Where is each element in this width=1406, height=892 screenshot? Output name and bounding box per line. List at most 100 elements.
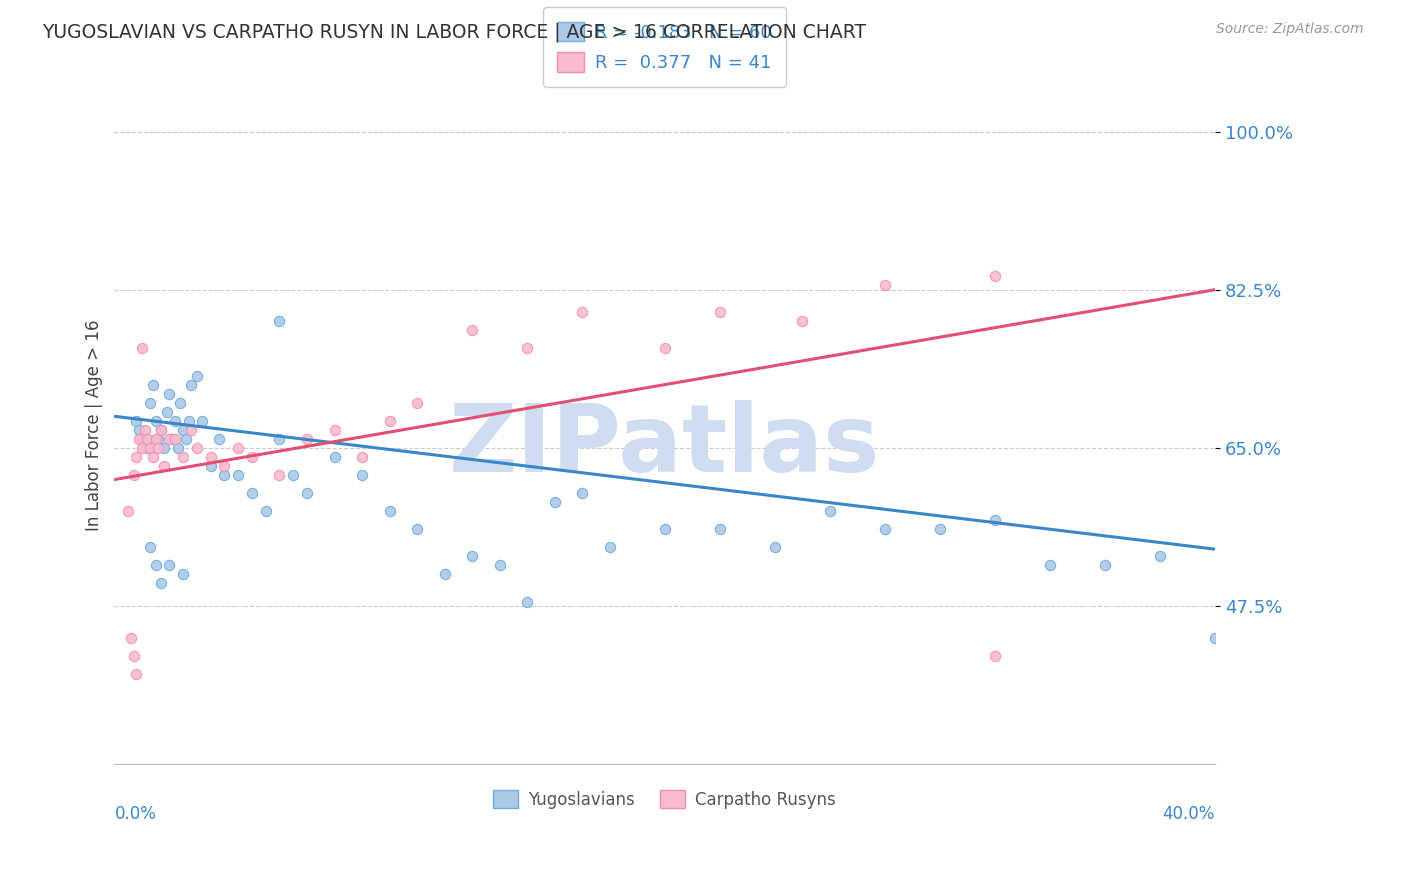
Point: [406, 395, 429, 409]
Point: [654, 522, 676, 536]
Point: [172, 423, 194, 437]
Point: [323, 450, 346, 464]
Point: [709, 522, 731, 536]
Point: [139, 541, 162, 555]
Point: [153, 458, 176, 473]
Point: [350, 468, 373, 483]
Point: [160, 432, 183, 446]
Point: [186, 368, 208, 383]
Point: [145, 558, 167, 573]
Point: [461, 323, 484, 337]
Y-axis label: In Labor Force | Age > 16: In Labor Force | Age > 16: [86, 319, 103, 531]
Point: [125, 450, 148, 464]
Point: [150, 423, 173, 437]
Point: [516, 594, 538, 608]
Point: [200, 450, 222, 464]
Point: [200, 458, 222, 473]
Point: [654, 342, 676, 356]
Point: [128, 432, 150, 446]
Point: [792, 314, 814, 328]
Point: [269, 468, 291, 483]
Point: [169, 395, 191, 409]
Point: [139, 395, 162, 409]
Point: [214, 458, 236, 473]
Point: [406, 522, 429, 536]
Point: [295, 432, 318, 446]
Point: [145, 414, 167, 428]
Point: [873, 522, 896, 536]
Text: 40.0%: 40.0%: [1163, 805, 1215, 823]
Point: [1204, 631, 1226, 645]
Point: [208, 432, 231, 446]
Point: [226, 441, 249, 455]
Point: [269, 314, 291, 328]
Point: [191, 414, 214, 428]
Point: [543, 495, 565, 509]
Point: [323, 423, 346, 437]
Point: [763, 541, 786, 555]
Point: [1039, 558, 1062, 573]
Point: [142, 377, 165, 392]
Point: [134, 423, 156, 437]
Point: [122, 648, 145, 663]
Point: [378, 414, 401, 428]
Point: [153, 441, 176, 455]
Point: [254, 504, 277, 518]
Point: [139, 441, 162, 455]
Text: Source: ZipAtlas.com: Source: ZipAtlas.com: [1216, 22, 1364, 37]
Point: [159, 432, 181, 446]
Point: [131, 342, 153, 356]
Point: [1149, 549, 1171, 564]
Point: [174, 432, 197, 446]
Text: ZIPatlas: ZIPatlas: [449, 400, 880, 491]
Point: [159, 558, 181, 573]
Point: [984, 513, 1007, 527]
Point: [186, 441, 208, 455]
Point: [120, 631, 142, 645]
Point: [125, 414, 148, 428]
Point: [488, 558, 510, 573]
Point: [172, 567, 194, 582]
Point: [516, 342, 538, 356]
Point: [163, 432, 186, 446]
Point: [1094, 558, 1116, 573]
Point: [873, 278, 896, 293]
Point: [984, 269, 1007, 284]
Point: [226, 468, 249, 483]
Point: [461, 549, 484, 564]
Point: [240, 486, 263, 500]
Point: [122, 468, 145, 483]
Point: [172, 450, 194, 464]
Point: [571, 486, 593, 500]
Point: [136, 432, 159, 446]
Point: [180, 377, 202, 392]
Point: [295, 486, 318, 500]
Point: [269, 432, 291, 446]
Point: [180, 423, 202, 437]
Point: [350, 450, 373, 464]
Point: [571, 305, 593, 319]
Point: [125, 666, 148, 681]
Legend: Yugoslavians, Carpatho Rusyns: Yugoslavians, Carpatho Rusyns: [485, 781, 844, 817]
Point: [128, 423, 150, 437]
Point: [117, 504, 139, 518]
Point: [214, 468, 236, 483]
Text: 0.0%: 0.0%: [114, 805, 156, 823]
Point: [928, 522, 950, 536]
Point: [283, 468, 305, 483]
Point: [177, 414, 200, 428]
Point: [145, 432, 167, 446]
Point: [159, 386, 181, 401]
Point: [131, 441, 153, 455]
Point: [240, 450, 263, 464]
Point: [166, 441, 188, 455]
Point: [150, 423, 173, 437]
Point: [142, 450, 165, 464]
Point: [148, 432, 170, 446]
Point: [131, 432, 153, 446]
Point: [134, 436, 156, 450]
Point: [984, 648, 1007, 663]
Point: [599, 541, 621, 555]
Point: [150, 576, 173, 591]
Point: [709, 305, 731, 319]
